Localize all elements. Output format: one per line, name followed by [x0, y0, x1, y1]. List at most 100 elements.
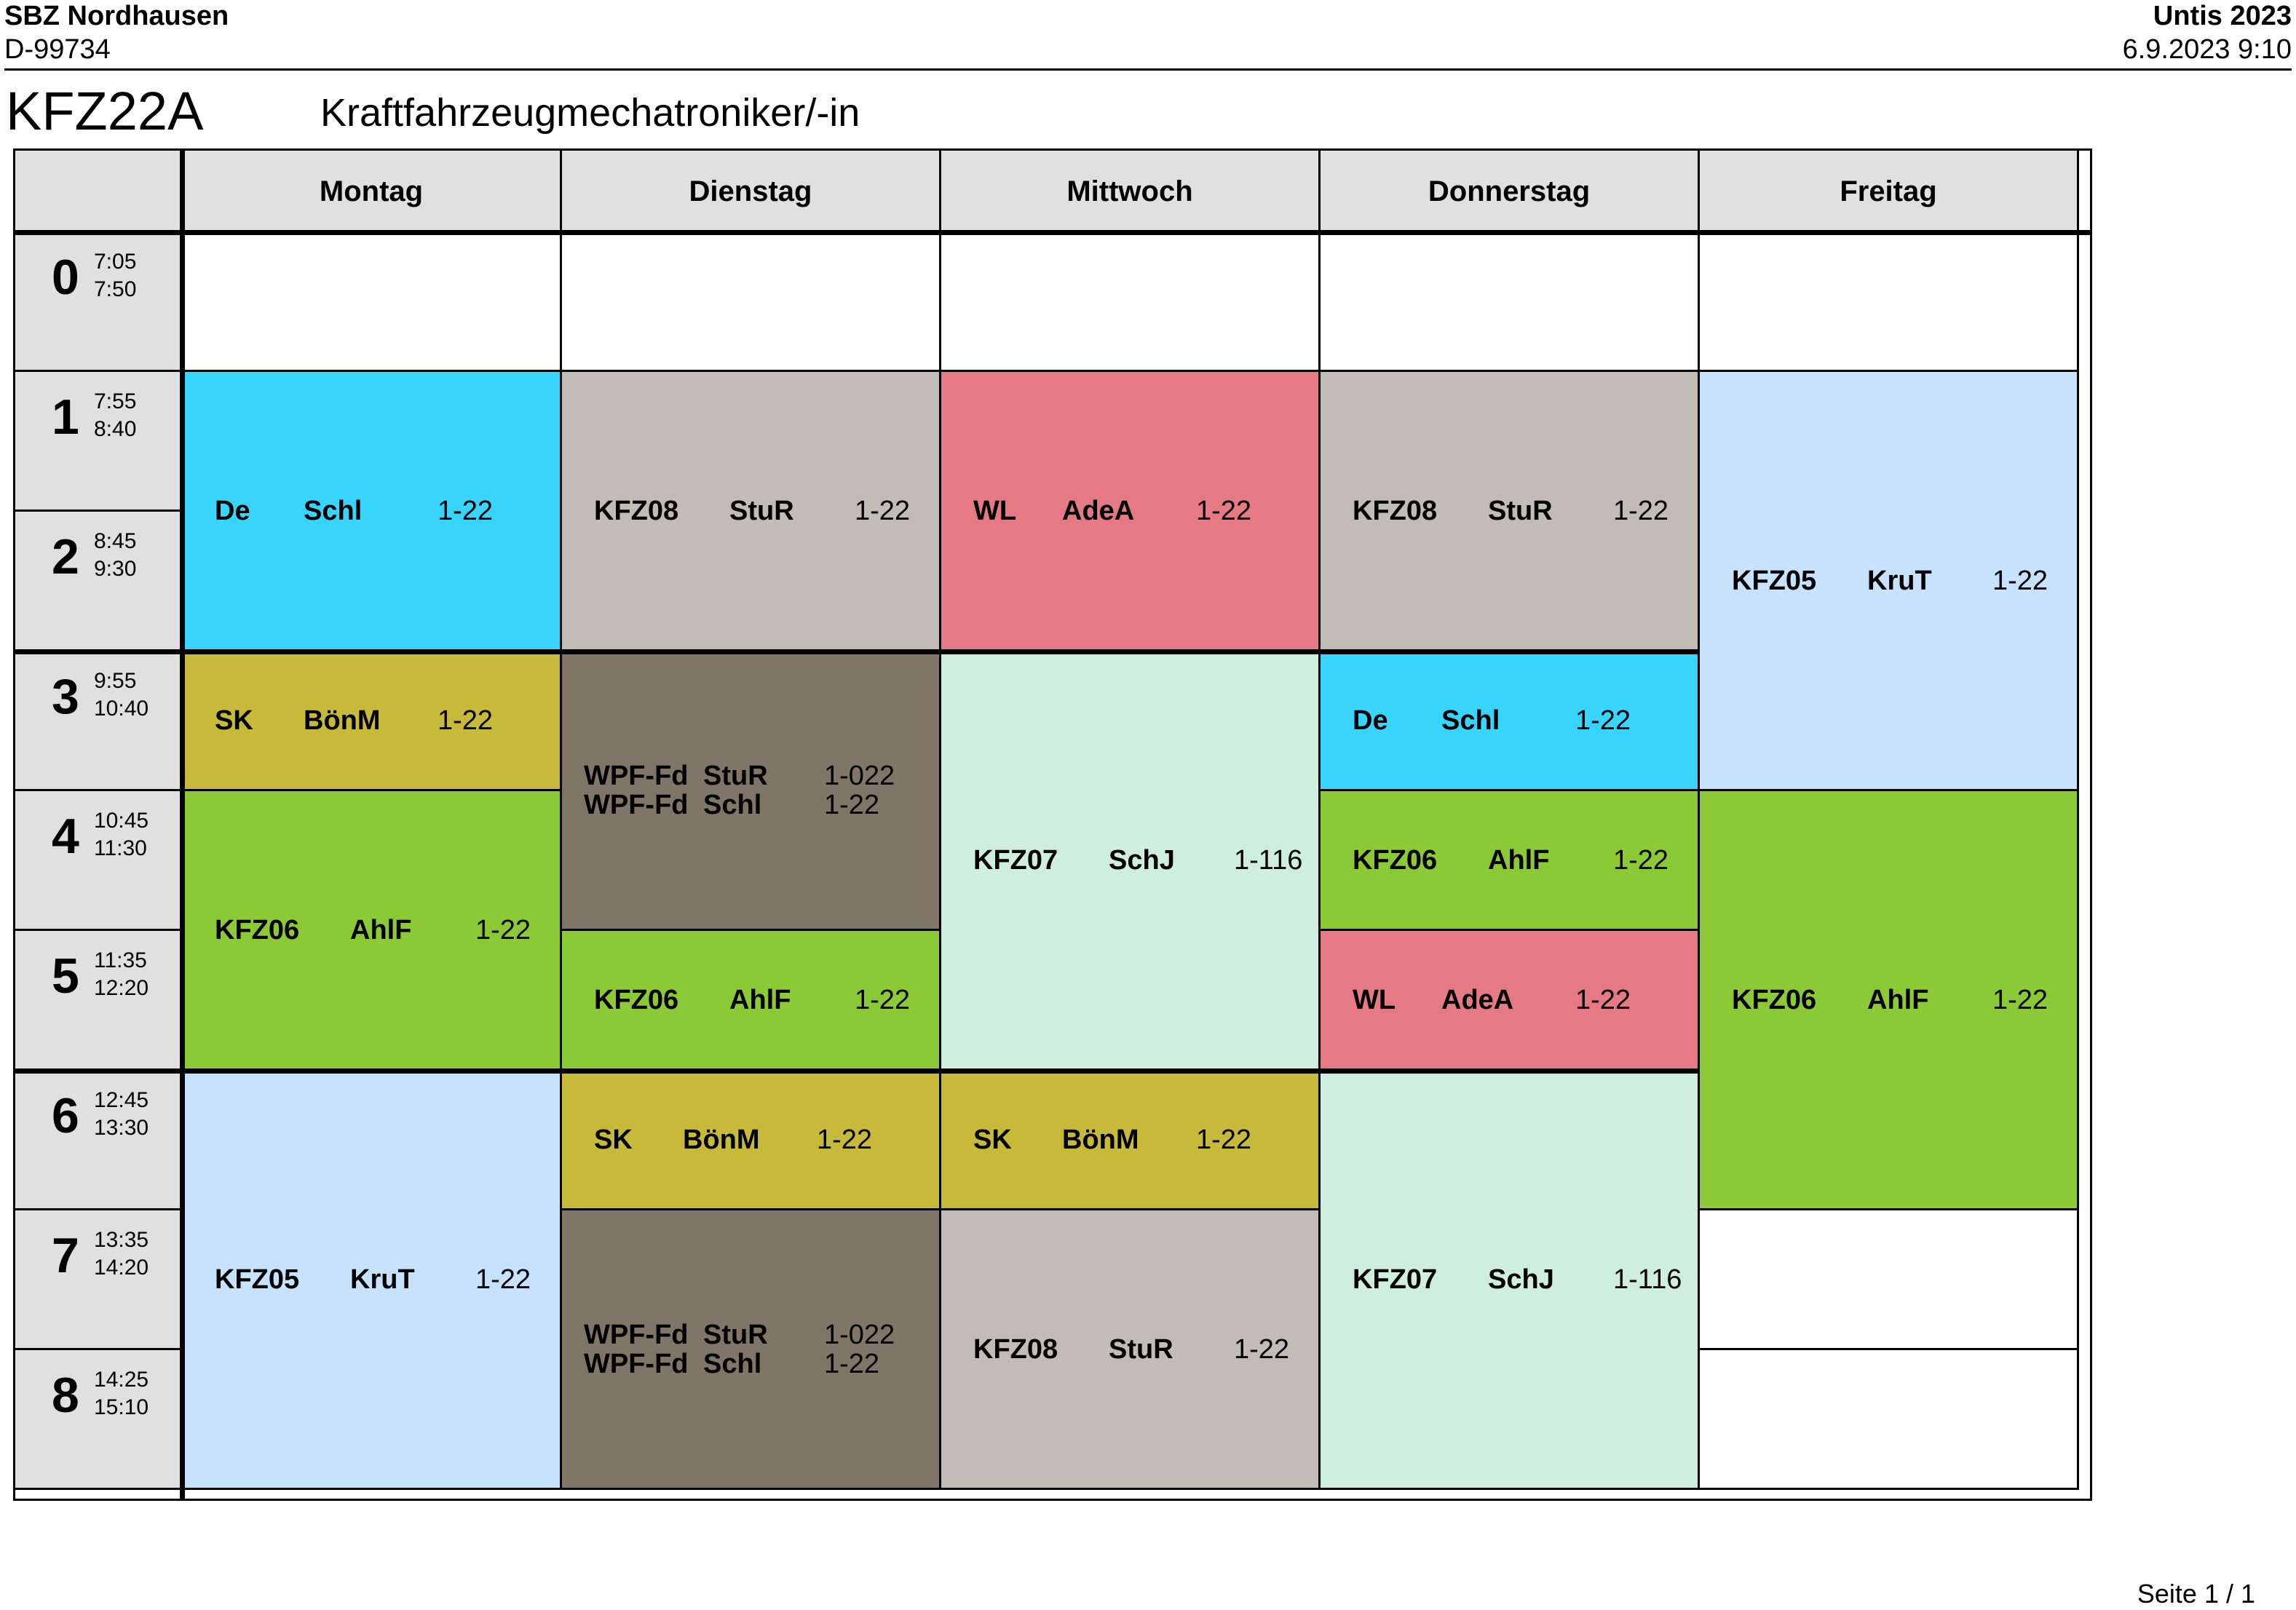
- grid-thick-vertical-rule: [180, 151, 185, 1499]
- period-cell-0: 0 7:05 7:50: [15, 232, 183, 372]
- lesson-block[interactable]: KFZ05 KruT 1-22: [183, 1071, 562, 1490]
- timetable-grid: Montag Dienstag Mittwoch Donnerstag Freitag 0…: [13, 148, 2092, 1501]
- lesson-teacher: AdeA: [1062, 495, 1135, 526]
- header-divider: [4, 68, 2292, 71]
- lesson-room: 1-22: [1613, 844, 1669, 876]
- page-number: Seite 1 / 1: [2137, 1579, 2255, 1609]
- period-cell-7: 7 13:35 14:20: [15, 1210, 183, 1350]
- school-id: D-99734: [4, 34, 111, 65]
- lesson-subject: SK: [594, 1124, 633, 1155]
- empty-slot: [562, 232, 941, 372]
- lesson-room: 1-022: [824, 1319, 895, 1350]
- lesson-subject: KFZ08: [973, 1333, 1058, 1365]
- lesson-entry: WL AdeA 1-22: [973, 496, 1318, 526]
- period-end-time: 14:20: [94, 1256, 149, 1280]
- lesson-block[interactable]: WL AdeA 1-22: [1321, 931, 1700, 1071]
- lesson-block[interactable]: SK BönM 1-22: [562, 1071, 941, 1210]
- lesson-entry: KFZ06 AhlF 1-22: [594, 986, 939, 1015]
- lesson-teacher: AhlF: [1488, 844, 1550, 876]
- day-header-montag: Montag: [183, 151, 562, 232]
- period-cell-2: 2 8:45 9:30: [15, 512, 183, 651]
- period-end-time: 8:40: [94, 417, 137, 441]
- lesson-entry: WL AdeA 1-22: [1353, 986, 1698, 1015]
- period-number: 8: [52, 1368, 79, 1423]
- period-end-time: 10:40: [94, 697, 149, 721]
- day-header-mittwoch: Mittwoch: [941, 151, 1321, 232]
- lesson-teacher: StuR: [729, 495, 794, 526]
- lesson-subject: SK: [973, 1124, 1012, 1155]
- lesson-block[interactable]: WL AdeA 1-22: [941, 372, 1321, 651]
- lesson-block[interactable]: KFZ07 SchJ 1-116: [941, 651, 1321, 1071]
- lesson-teacher: Schl: [703, 789, 762, 820]
- lesson-entry: KFZ05 KruT 1-22: [215, 1265, 560, 1294]
- period-cell-4: 4 10:45 11:30: [15, 791, 183, 931]
- period-cell-3: 3 9:55 10:40: [15, 651, 183, 791]
- lesson-block[interactable]: KFZ08 StuR 1-22: [941, 1210, 1321, 1490]
- lesson-block[interactable]: SK BönM 1-22: [183, 651, 562, 791]
- lesson-block[interactable]: KFZ07 SchJ 1-116: [1321, 1071, 1700, 1490]
- lesson-entry: WPF-Fd Schl 1-22: [584, 1349, 939, 1379]
- lesson-room: 1-22: [438, 495, 494, 526]
- lesson-entry: KFZ07 SchJ 1-116: [973, 846, 1318, 875]
- lesson-subject: SK: [215, 705, 253, 736]
- grid-thick-rule: [15, 649, 1700, 654]
- lesson-subject: De: [1353, 705, 1388, 736]
- grid-thick-rule: [15, 1068, 1700, 1074]
- lesson-block[interactable]: WPF-Fd StuR 1-022 WPF-Fd Schl 1-22: [562, 1210, 941, 1490]
- lesson-teacher: StuR: [703, 1319, 768, 1350]
- lesson-subject: KFZ08: [594, 495, 679, 526]
- lesson-teacher: StuR: [1488, 495, 1553, 526]
- lesson-entry: KFZ08 StuR 1-22: [973, 1335, 1318, 1364]
- lesson-block[interactable]: KFZ08 StuR 1-22: [562, 372, 941, 651]
- lesson-entry: KFZ05 KruT 1-22: [1732, 566, 2077, 595]
- lesson-subject: WL: [1353, 984, 1396, 1015]
- empty-slot: [1700, 1210, 2079, 1350]
- lesson-block[interactable]: De Schl 1-22: [183, 372, 562, 651]
- lesson-teacher: Schl: [304, 495, 363, 526]
- lesson-block[interactable]: KFZ05 KruT 1-22: [1700, 372, 2079, 791]
- lesson-block[interactable]: KFZ08 StuR 1-22: [1321, 372, 1700, 651]
- period-number: 6: [52, 1088, 79, 1143]
- period-end-time: 9:30: [94, 557, 137, 581]
- lesson-entry: KFZ08 StuR 1-22: [1353, 496, 1698, 526]
- lesson-entry: SK BönM 1-22: [215, 706, 560, 735]
- lesson-entry: SK BönM 1-22: [973, 1125, 1318, 1154]
- period-number: 3: [52, 669, 79, 724]
- lesson-teacher: BönM: [683, 1124, 760, 1155]
- lesson-block[interactable]: KFZ06 AhlF 1-22: [1321, 791, 1700, 931]
- lesson-entry: KFZ07 SchJ 1-116: [1353, 1265, 1698, 1294]
- period-cell-5: 5 11:35 12:20: [15, 931, 183, 1071]
- lesson-teacher: StuR: [703, 760, 768, 791]
- lesson-entry: SK BönM 1-22: [594, 1125, 939, 1154]
- lesson-teacher: KruT: [350, 1264, 415, 1295]
- lesson-block[interactable]: KFZ06 AhlF 1-22: [183, 791, 562, 1071]
- lesson-subject: KFZ06: [1353, 844, 1438, 876]
- lesson-room: 1-22: [855, 984, 911, 1015]
- lesson-subject: KFZ06: [1732, 984, 1817, 1015]
- lesson-room: 1-22: [817, 1124, 873, 1155]
- lesson-block[interactable]: KFZ06 AhlF 1-22: [562, 931, 941, 1071]
- day-header-donnerstag: Donnerstag: [1321, 151, 1700, 232]
- period-end-time: 11:30: [94, 836, 147, 860]
- lesson-block[interactable]: WPF-Fd StuR 1-022 WPF-Fd Schl 1-22: [562, 651, 941, 931]
- lesson-subject: KFZ07: [973, 844, 1058, 876]
- lesson-block[interactable]: KFZ06 AhlF 1-22: [1700, 791, 2079, 1210]
- lesson-room: 1-022: [824, 760, 895, 791]
- lesson-block[interactable]: De Schl 1-22: [1321, 651, 1700, 791]
- lesson-teacher: KruT: [1867, 565, 1932, 596]
- lesson-room: 1-22: [1992, 565, 2048, 596]
- class-title: Kraftfahrzeugmechatroniker/-in: [320, 91, 860, 135]
- period-number: 0: [52, 250, 79, 305]
- lesson-room: 1-22: [824, 789, 880, 820]
- lesson-room: 1-22: [824, 1348, 880, 1379]
- lesson-teacher: SchJ: [1488, 1264, 1554, 1295]
- empty-slot: [1700, 1350, 2079, 1490]
- grid-thick-rule: [15, 230, 2090, 235]
- lesson-subject: KFZ05: [215, 1264, 300, 1295]
- lesson-block[interactable]: SK BönM 1-22: [941, 1071, 1321, 1210]
- lesson-room: 1-22: [1196, 495, 1252, 526]
- lesson-subject: WPF-Fd: [584, 1348, 689, 1379]
- lesson-room: 1-22: [1575, 984, 1631, 1015]
- lesson-room: 1-116: [1234, 844, 1303, 876]
- lesson-teacher: Schl: [1441, 705, 1500, 736]
